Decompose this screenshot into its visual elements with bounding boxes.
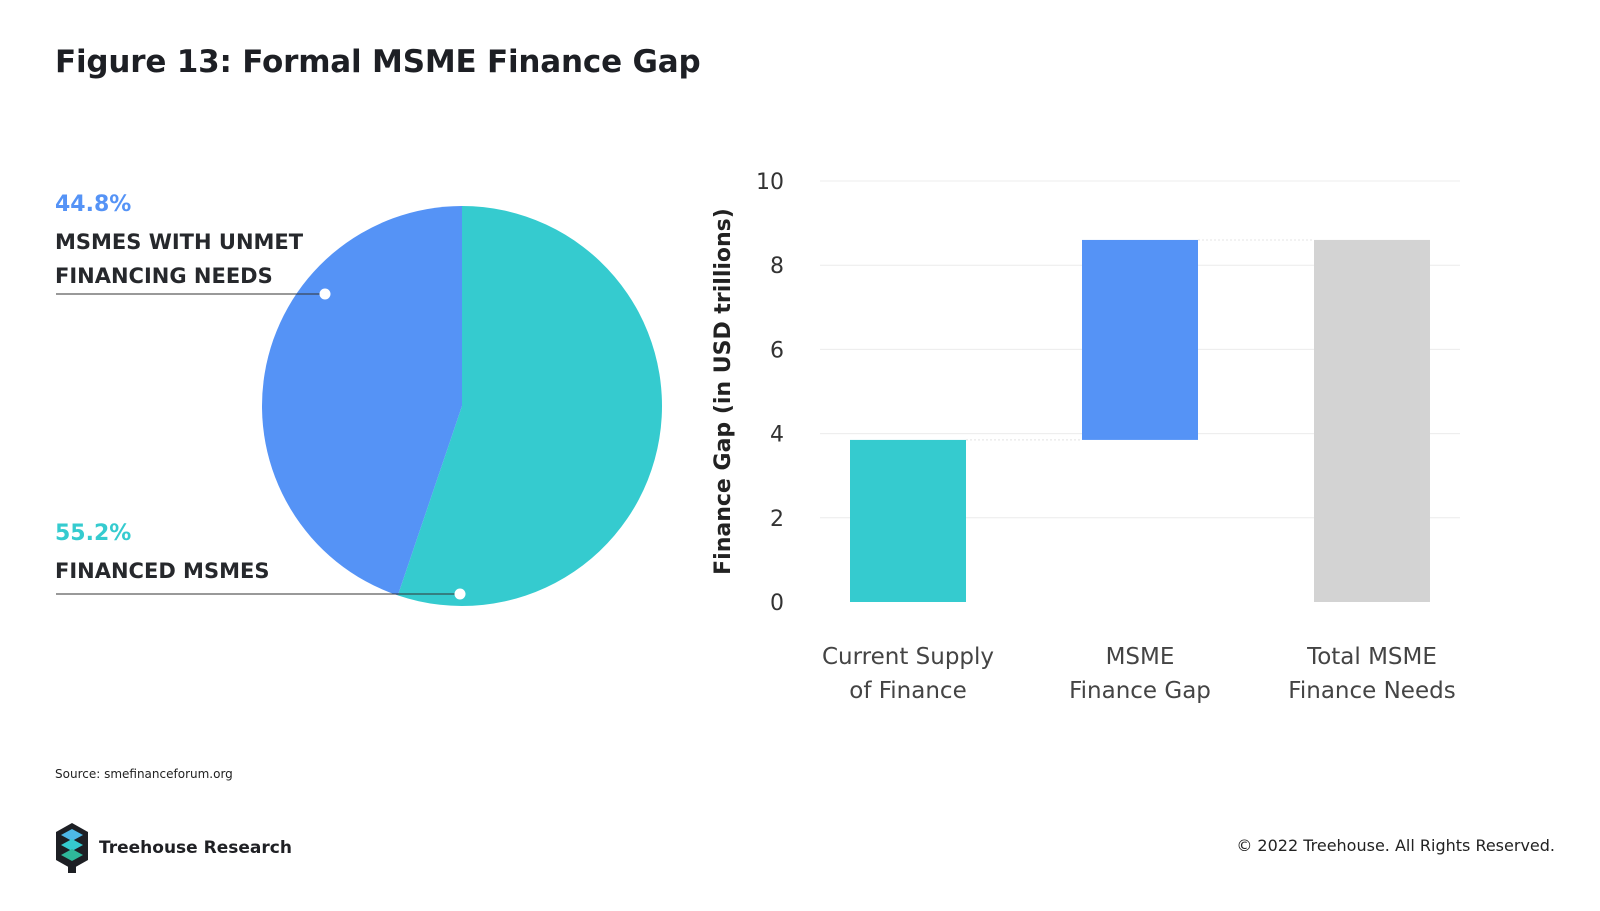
- pie-slice-financed: [397, 206, 663, 607]
- y-tick-label: 8: [770, 254, 784, 279]
- y-axis-label: Finance Gap (in USD trillions): [711, 208, 736, 575]
- pie-chart: [56, 206, 663, 607]
- brand: Treehouse Research: [55, 822, 292, 874]
- y-tick-label: 10: [756, 170, 784, 195]
- x-category-label: Finance Gap: [1069, 678, 1211, 704]
- y-tick-label: 0: [770, 591, 784, 616]
- pie-label-unmet-text: MSMES WITH UNMET FINANCING NEEDS: [55, 230, 304, 288]
- x-category-label: Total MSME: [1306, 644, 1437, 670]
- pie-label-financed-text: FINANCED MSMES: [55, 559, 270, 583]
- x-category-label: Finance Needs: [1288, 678, 1455, 704]
- bar-2: [1082, 239, 1198, 440]
- leader-dot-financed: [454, 588, 466, 600]
- brand-name: Treehouse Research: [99, 838, 292, 858]
- bar-3: [1314, 239, 1430, 602]
- y-tick-label: 6: [770, 338, 784, 363]
- pie-label-unmet-percent: 44.8%: [55, 192, 132, 217]
- waterfall-bar-chart: 0 2 4 6 8 10 Finance Gap (in USD trillions) Cur…: [711, 170, 1460, 704]
- pie-label-unmet: 44.8% MSMES WITH UNMET FINANCING NEEDS: [55, 192, 355, 293]
- copyright: © 2022 Treehouse. All Rights Reserved.: [1236, 836, 1555, 855]
- treehouse-logo-icon: [56, 823, 88, 873]
- source-note: Source: smefinanceforum.org: [55, 767, 233, 781]
- pie-label-financed: 55.2% FINANCED MSMES: [55, 521, 355, 588]
- y-tick-label: 2: [770, 507, 784, 532]
- bar-1: [850, 439, 966, 602]
- pie-slice-unmet: [262, 206, 462, 596]
- y-tick-label: 4: [770, 423, 784, 448]
- page-title: Figure 13: Formal MSME Finance Gap: [55, 44, 701, 80]
- pie-label-financed-percent: 55.2%: [55, 521, 132, 546]
- leader-dot-unmet: [319, 288, 331, 300]
- x-category-label: Current Supply: [822, 644, 994, 670]
- x-category-label: of Finance: [849, 678, 966, 704]
- x-category-label: MSME: [1106, 644, 1175, 670]
